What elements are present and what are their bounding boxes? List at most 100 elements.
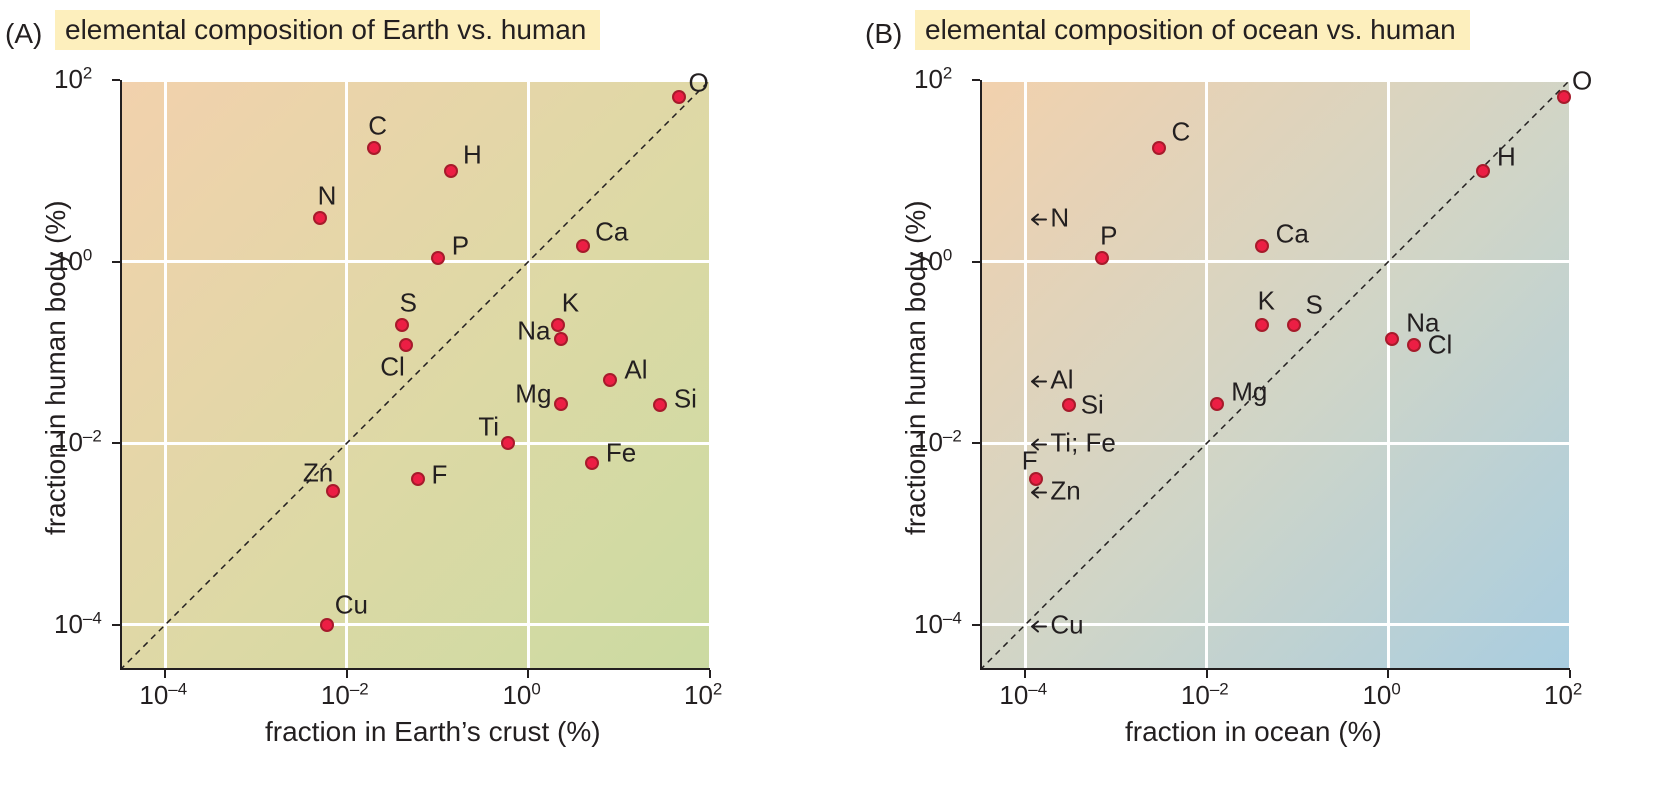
data-point-N xyxy=(313,211,327,225)
x-tick xyxy=(164,670,166,678)
data-label-Fe: Fe xyxy=(606,438,636,469)
x-tick-label: 102 xyxy=(684,680,722,711)
data-label-Ca: Ca xyxy=(1276,218,1309,249)
identity-line xyxy=(120,80,710,670)
data-point-K xyxy=(1255,318,1269,332)
gridline xyxy=(120,260,710,263)
data-point-F xyxy=(411,472,425,486)
data-label-Ti: Ti xyxy=(478,412,499,443)
gridline xyxy=(1387,80,1390,670)
gridline xyxy=(164,80,167,670)
x-tick-label: 10–2 xyxy=(321,680,369,711)
arrow-icon xyxy=(1028,485,1048,499)
data-label-O: O xyxy=(1572,65,1592,96)
data-label-Na: Na xyxy=(517,316,550,347)
y-tick xyxy=(112,79,120,81)
gridline xyxy=(1024,80,1027,670)
ylabel-A: fraction in human body (%) xyxy=(40,200,72,535)
data-point-P xyxy=(1095,251,1109,265)
y-tick-label: 10–4 xyxy=(914,609,962,640)
arrow-icon xyxy=(1028,619,1048,633)
data-label-Si: Si xyxy=(674,384,697,415)
data-label-C: C xyxy=(1171,116,1190,147)
data-point-H xyxy=(1476,164,1490,178)
data-label-P: P xyxy=(1100,220,1117,251)
x-tick xyxy=(1569,670,1571,678)
data-point-H xyxy=(444,164,458,178)
data-point-S xyxy=(395,318,409,332)
edge-label-N: N xyxy=(1028,203,1069,234)
arrow-icon xyxy=(1028,213,1048,227)
x-tick-label: 10–2 xyxy=(1181,680,1229,711)
data-label-F: F xyxy=(432,460,448,491)
gridline xyxy=(980,79,1570,82)
y-tick-label: 102 xyxy=(54,64,92,95)
data-label-Cu: Cu xyxy=(335,589,368,620)
x-tick-label: 10–4 xyxy=(139,680,187,711)
data-point-K xyxy=(551,318,565,332)
edge-label-Al: Al xyxy=(1028,364,1073,395)
data-label-Cl: Cl xyxy=(380,352,405,383)
xlabel-B: fraction in ocean (%) xyxy=(1125,716,1382,748)
gridline xyxy=(120,79,710,82)
data-label-H: H xyxy=(463,139,482,170)
panel-label-B: (B) xyxy=(865,18,902,50)
data-label-Ca: Ca xyxy=(595,216,628,247)
x-tick-label: 100 xyxy=(1362,680,1400,711)
data-label-K: K xyxy=(562,287,579,318)
data-point-S xyxy=(1287,318,1301,332)
gridline xyxy=(980,260,1570,263)
edge-label-Zn: Zn xyxy=(1028,475,1080,506)
x-tick-label: 102 xyxy=(1544,680,1582,711)
data-label-Al: Al xyxy=(624,354,647,385)
plot-area-A xyxy=(120,80,710,670)
gridline xyxy=(345,80,348,670)
gridline xyxy=(709,80,712,670)
data-label-S: S xyxy=(1306,289,1323,320)
x-tick-label: 10–4 xyxy=(999,680,1047,711)
data-point-Al xyxy=(603,373,617,387)
xlabel-A: fraction in Earth’s crust (%) xyxy=(265,716,601,748)
data-label-C: C xyxy=(368,110,387,141)
data-point-Cu xyxy=(320,618,334,632)
data-label-H: H xyxy=(1497,141,1516,172)
data-point-O xyxy=(1557,90,1571,104)
y-tick xyxy=(112,261,120,263)
panel-title-B: elemental composition of ocean vs. human xyxy=(915,10,1470,50)
y-tick xyxy=(972,79,980,81)
data-label-Si: Si xyxy=(1081,390,1104,421)
gridline xyxy=(1205,80,1208,670)
y-tick xyxy=(112,624,120,626)
data-label-Zn: Zn xyxy=(303,457,333,488)
data-point-P xyxy=(431,251,445,265)
data-label-O: O xyxy=(689,67,709,98)
edge-label-TiFe: Ti; Fe xyxy=(1028,428,1115,459)
y-tick-label: 10–4 xyxy=(54,609,102,640)
x-tick-label: 100 xyxy=(502,680,540,711)
y-tick xyxy=(112,442,120,444)
x-tick xyxy=(709,670,711,678)
gridline xyxy=(120,623,710,626)
y-tick-label: 102 xyxy=(914,64,952,95)
data-label-P: P xyxy=(452,230,469,261)
arrow-icon xyxy=(1028,374,1048,388)
x-tick xyxy=(1206,670,1208,678)
arrow-icon xyxy=(1028,438,1048,452)
gridline xyxy=(1569,80,1572,670)
y-tick xyxy=(972,624,980,626)
data-point-Cl xyxy=(1407,338,1421,352)
data-point-Fe xyxy=(585,456,599,470)
panel-title-A: elemental composition of Earth vs. human xyxy=(55,10,600,50)
data-point-O xyxy=(672,90,686,104)
ylabel-B: fraction in human body (%) xyxy=(900,200,932,535)
y-tick xyxy=(972,442,980,444)
edge-label-Cu: Cu xyxy=(1028,609,1083,640)
data-point-Ca xyxy=(576,239,590,253)
data-label-Mg: Mg xyxy=(515,378,551,409)
x-tick xyxy=(346,670,348,678)
data-label-Cl: Cl xyxy=(1428,330,1453,361)
data-label-N: N xyxy=(318,181,337,212)
gridline xyxy=(527,80,530,670)
panel-label-A: (A) xyxy=(5,18,42,50)
data-point-C xyxy=(1152,141,1166,155)
